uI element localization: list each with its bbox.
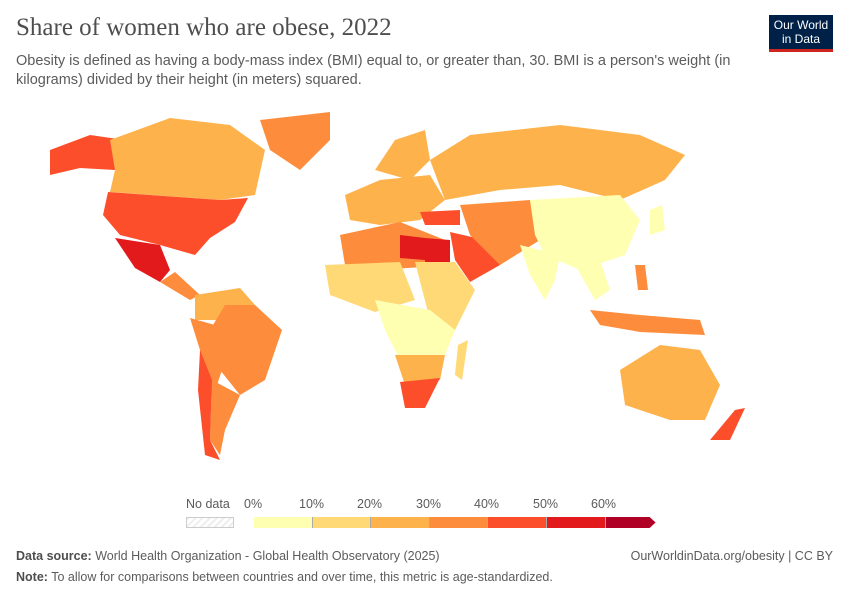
region-chile[interactable] <box>198 350 220 460</box>
owid-logo[interactable]: Our World in Data <box>769 15 833 52</box>
region-iran-central-asia[interactable] <box>460 200 540 265</box>
legend-bin[interactable] <box>488 517 547 528</box>
region-southeast-asia[interactable] <box>575 260 610 300</box>
region-russia[interactable] <box>430 125 685 200</box>
region-greenland[interactable] <box>260 112 330 170</box>
region-central-africa[interactable] <box>375 300 455 360</box>
region-madagascar[interactable] <box>455 340 468 380</box>
data-source: Data source: World Health Organization -… <box>16 549 440 563</box>
region-andes[interactable] <box>190 318 222 400</box>
tick-label: 50% <box>533 497 559 511</box>
no-data-label: No data <box>186 497 230 511</box>
region-west-africa[interactable] <box>325 262 415 312</box>
region-indonesia[interactable] <box>590 310 705 335</box>
tick-label: 40% <box>474 497 500 511</box>
region-china-mongolia[interactable] <box>530 195 640 270</box>
chart-subtitle: Obesity is defined as having a body-mass… <box>16 53 731 88</box>
tick-label: 60% <box>591 497 617 511</box>
region-southern-africa[interactable] <box>395 355 445 385</box>
source-link[interactable]: OurWorldinData.org/obesity | CC BY <box>630 549 833 563</box>
legend-bin[interactable] <box>254 517 313 528</box>
world-map <box>50 112 745 460</box>
region-australia[interactable] <box>620 345 720 420</box>
legend-bin[interactable] <box>371 517 430 528</box>
tick-label: 30% <box>416 497 442 511</box>
region-egypt[interactable] <box>425 238 450 262</box>
region-central-america[interactable] <box>160 272 200 300</box>
region-new-zealand[interactable] <box>710 408 745 440</box>
region-mexico[interactable] <box>115 238 170 282</box>
tick-label: 20% <box>357 497 383 511</box>
no-data-swatch <box>186 517 234 528</box>
region-usa[interactable] <box>103 192 248 255</box>
legend-bin[interactable] <box>429 517 489 528</box>
note: Note: To allow for comparisons between c… <box>16 570 553 584</box>
tick-label: 10% <box>299 497 325 511</box>
region-brazil[interactable] <box>210 305 282 395</box>
color-legend: No data 0% 10% 20% 30% 40% 50% 60% <box>0 497 850 537</box>
tick-label: 0% <box>244 497 263 511</box>
legend-bin[interactable] <box>547 517 606 528</box>
region-libya[interactable] <box>400 235 425 260</box>
region-south-africa[interactable] <box>400 378 440 408</box>
region-scandinavia[interactable] <box>375 130 430 180</box>
legend-bin[interactable] <box>312 517 372 528</box>
region-japan[interactable] <box>650 205 665 235</box>
region-india[interactable] <box>520 245 560 300</box>
legend-bin[interactable] <box>605 517 656 528</box>
region-argentina[interactable] <box>210 380 240 455</box>
chart-title: Share of women who are obese, 2022 <box>16 14 392 41</box>
region-europe[interactable] <box>345 175 445 225</box>
region-canada[interactable] <box>110 118 265 200</box>
region-philippines[interactable] <box>635 265 648 290</box>
region-turkey[interactable] <box>420 210 460 225</box>
region-alaska[interactable] <box>50 135 125 175</box>
